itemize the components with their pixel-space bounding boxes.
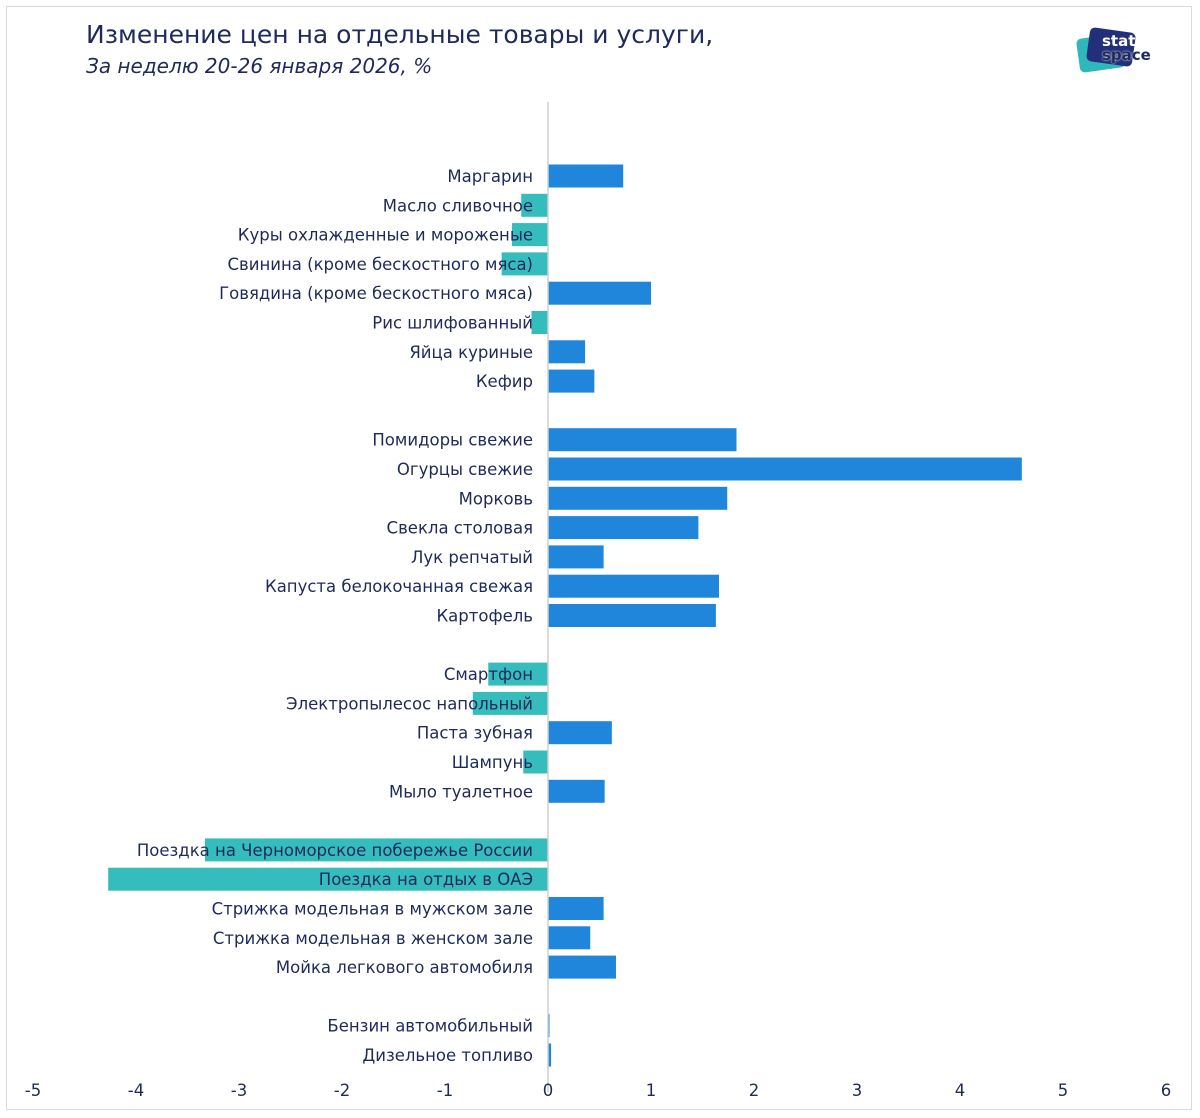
chart-frame: [6, 6, 1192, 1110]
bar: [548, 779, 605, 803]
bar: [108, 867, 548, 891]
category-label: Масло сливочное: [383, 196, 533, 215]
bar: [488, 662, 548, 686]
category-label: Морковь: [459, 489, 533, 508]
x-tick-label: -5: [25, 1081, 41, 1100]
bar: [548, 340, 586, 364]
category-label: Говядина (кроме бескостного мяса): [219, 284, 533, 303]
logo-text-line1: stat: [1102, 32, 1136, 50]
x-tick-label: -4: [128, 1081, 144, 1100]
category-label: Помидоры свежие: [372, 431, 533, 450]
category-label: Дизельное топливо: [362, 1046, 533, 1065]
category-label: Поездка на отдых в ОАЭ: [319, 870, 533, 889]
bar: [523, 750, 548, 774]
category-label: Паста зубная: [417, 724, 533, 743]
bar: [511, 223, 548, 247]
bar: [548, 545, 604, 569]
x-tick-label: 6: [1161, 1081, 1172, 1100]
category-label: Электропылесос напольный: [286, 694, 533, 713]
category-label: Куры охлажденные и мороженые: [238, 226, 533, 245]
category-label: Капуста белокочанная свежая: [265, 577, 533, 596]
bar: [501, 252, 548, 276]
category-label: Стрижка модельная в мужском зале: [212, 900, 533, 919]
category-label: Шампунь: [452, 753, 533, 772]
x-tick-label: 2: [749, 1081, 760, 1100]
category-label: Поездка на Черноморское побережье России: [137, 841, 533, 860]
category-labels-layer: Маргарин Масло сливочное Куры охлажденные …: [137, 167, 533, 1065]
bar: [548, 281, 651, 305]
x-tick-label: 4: [955, 1081, 966, 1100]
bar: [548, 428, 737, 452]
bar: [531, 311, 548, 334]
chart-title: Изменение цен на отдельные товары и услу…: [86, 20, 714, 49]
bar: [548, 574, 719, 598]
category-label: Лук репчатый: [411, 548, 533, 567]
bar: [548, 516, 699, 540]
bar: [548, 926, 591, 950]
category-label: Огурцы свежие: [397, 460, 533, 479]
category-label: Мыло туалетное: [389, 782, 533, 801]
bar: [548, 897, 604, 920]
statspace-logo: stat space: [1075, 26, 1172, 76]
category-label: Смартфон: [444, 665, 533, 684]
category-label: Свинина (кроме бескостного мяса): [228, 255, 533, 274]
bar: [548, 164, 624, 188]
x-tick-label: -1: [437, 1081, 453, 1100]
category-label: Яйца куриные: [409, 343, 533, 362]
x-tick-label: -3: [231, 1081, 247, 1100]
x-tick-label: 5: [1058, 1081, 1069, 1100]
x-axis-ticks: -5 -4 -3 -2 -1 0 1 2 3 4 5 6: [25, 1081, 1171, 1100]
x-tick-label: 1: [646, 1081, 657, 1100]
x-tick-label: 3: [852, 1081, 863, 1100]
category-label: Кефир: [476, 372, 533, 391]
bars-layer: [108, 164, 1022, 1067]
bar: [548, 369, 595, 393]
x-tick-label: -2: [334, 1081, 350, 1100]
category-label: Картофель: [436, 607, 533, 626]
chart-subtitle: За неделю 20-26 января 2026, %: [86, 54, 433, 78]
bar: [205, 838, 548, 862]
bar: [472, 691, 548, 715]
category-label: Мойка легкового автомобиля: [276, 958, 533, 977]
category-label: Рис шлифованный: [372, 314, 533, 333]
bar: [521, 193, 548, 217]
bar: [548, 955, 616, 979]
bar: [548, 1043, 552, 1067]
category-label: Бензин автомобильный: [327, 1017, 533, 1036]
bar: [548, 457, 1022, 481]
logo-text: stat space: [1102, 32, 1151, 64]
bar: [548, 721, 612, 745]
bar: [548, 604, 716, 627]
category-label: Маргарин: [447, 167, 533, 186]
category-label: Свекла столовая: [387, 519, 533, 538]
bar: [548, 486, 728, 510]
x-tick-label: 0: [543, 1081, 554, 1100]
category-label: Стрижка модельная в женском зале: [213, 929, 533, 948]
logo-text-line2: space: [1102, 46, 1151, 64]
